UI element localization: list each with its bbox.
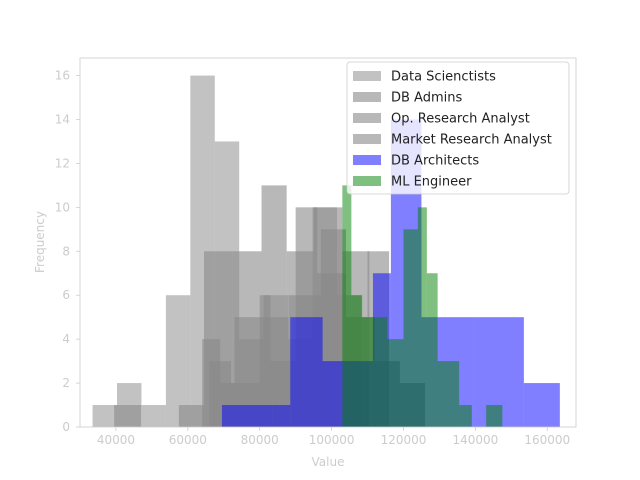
histogram-bar (290, 317, 323, 427)
x-tick-label: 60000 (169, 433, 207, 447)
histogram-bar (362, 317, 368, 427)
legend-swatch (353, 176, 381, 186)
legend-label: DB Admins (391, 91, 462, 106)
x-tick-label: 120000 (381, 433, 427, 447)
y-axis-ticks: 0 2 4 6 8 10 12 14 16 (55, 69, 80, 434)
histogram-bar (92, 405, 118, 427)
histogram-bar (141, 405, 166, 427)
histogram-bar (426, 273, 438, 427)
x-tick-label: 140000 (452, 433, 498, 447)
legend-label: Market Research Analyst (391, 133, 552, 148)
y-tick-label: 14 (55, 113, 70, 127)
y-axis-label: Frequency (33, 211, 47, 273)
x-tick-label: 80000 (241, 433, 279, 447)
legend-label: DB Architects (391, 154, 479, 169)
legend-swatch (353, 92, 381, 102)
histogram-bar (272, 405, 291, 427)
plot-area-frame (79, 57, 577, 428)
legend: Data Scienctists DB Admins Op. Research An… (346, 61, 570, 195)
y-tick-label: 16 (55, 69, 70, 83)
legend-label: Data Scienctists (391, 70, 496, 85)
y-tick-label: 12 (55, 156, 70, 170)
histogram-bar (459, 405, 472, 427)
legend-frame (346, 61, 570, 195)
histogram-bar (437, 361, 460, 427)
histogram-bar (486, 405, 503, 427)
axes: 40000 60000 80000 100000 120000 140000 160000 … (33, 57, 577, 469)
x-tick-label: 40000 (97, 433, 135, 447)
legend-items: Data Scienctists DB Admins Op. Research An… (353, 70, 552, 190)
series-5-bars (342, 185, 503, 427)
legend-swatch (353, 71, 381, 81)
histogram-bar (367, 317, 388, 427)
histogram-bar (342, 185, 352, 427)
legend-swatch (353, 134, 381, 144)
y-tick-label: 6 (62, 288, 70, 302)
y-tick-label: 4 (62, 332, 70, 346)
legend-label: Op. Research Analyst (391, 112, 530, 127)
x-axis-ticks: 40000 60000 80000 100000 120000 140000 160000 (97, 427, 570, 447)
histogram-bar (523, 383, 560, 427)
histogram-bar (351, 295, 363, 427)
histogram-bar (178, 405, 204, 427)
histogram-bars (92, 75, 560, 428)
histogram-bar (387, 339, 404, 427)
x-tick-label: 160000 (524, 433, 570, 447)
y-tick-label: 8 (62, 244, 70, 258)
histogram-bar (221, 405, 273, 427)
x-tick-label: 100000 (309, 433, 355, 447)
legend-swatch (353, 155, 381, 165)
x-axis-label: Value (312, 455, 345, 469)
legend-swatch (353, 113, 381, 123)
y-tick-label: 0 (62, 420, 70, 434)
histogram-bar (114, 405, 142, 427)
legend-label: ML Engineer (391, 175, 472, 190)
y-tick-label: 10 (55, 200, 70, 214)
y-tick-label: 2 (62, 376, 70, 390)
histogram-bar (403, 229, 418, 427)
histogram-bar (417, 207, 427, 427)
